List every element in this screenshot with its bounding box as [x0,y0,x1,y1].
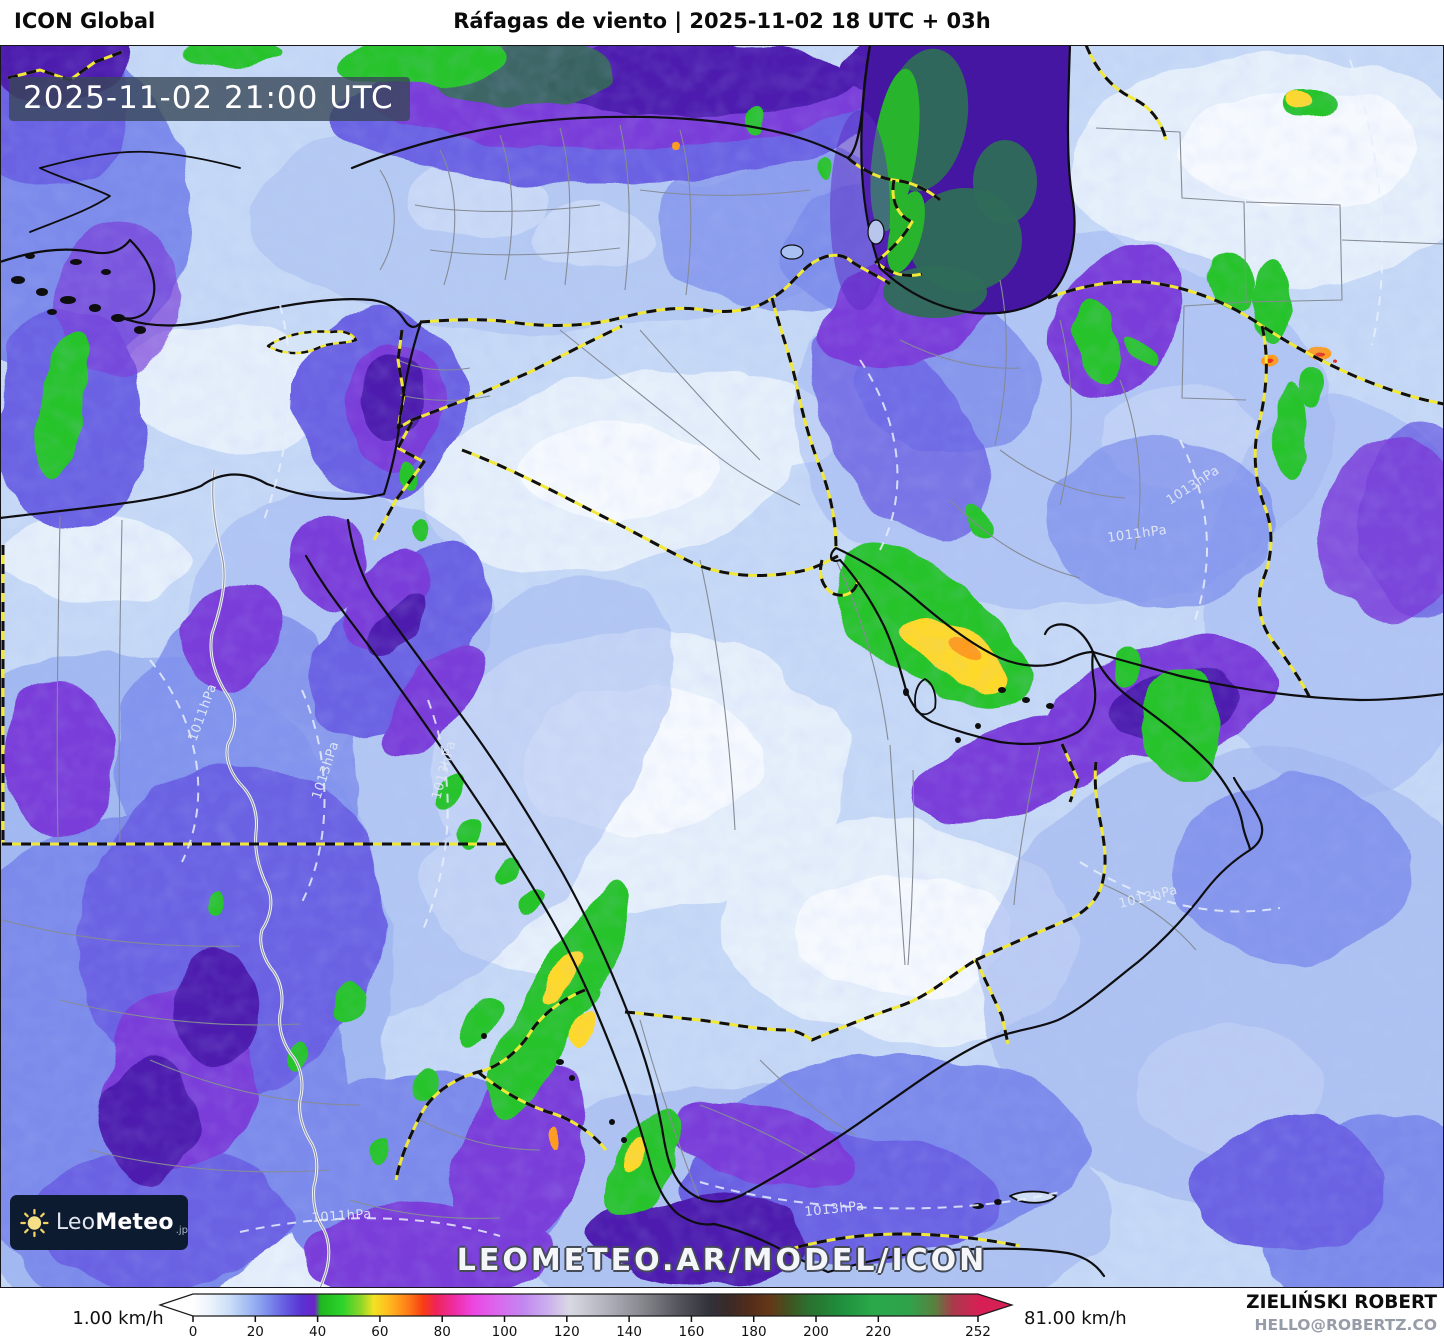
isobar-label: 1013hPa [804,1199,865,1220]
colorbar-tick-label: 160 [679,1324,705,1339]
leometeo-logo: LeoMeteo .jp [10,1195,188,1250]
colorbar-tick-label: 120 [554,1324,580,1339]
watermark: LEOMETEO.AR/MODEL/ICON [456,1243,988,1278]
isobar-label: 1011hPa [311,1207,372,1226]
colorbar-ticks: 0 20 40 60 80 100 120 140 160 180 200 220 252 [189,1316,991,1340]
colorbar-tick-label: 40 [309,1324,326,1339]
colorbar-tick-label: 200 [803,1324,829,1339]
nile-river [209,469,331,1288]
weather-map: 1011hPa 1013hPa 1013hPa 1011hPa 1013hPa … [0,45,1444,1288]
admin-borders [1,124,1444,1219]
colorbar-tick-label: 80 [434,1324,451,1339]
caspian-sea [830,45,1075,318]
colorbar-tick-label: 220 [865,1324,891,1339]
header-bar: ICON Global Ráfagas de viento | 2025-11-… [0,0,1444,45]
colorbar-tick-label: 140 [616,1324,642,1339]
sun-icon [20,1208,49,1237]
valid-time-badge: 2025-11-02 21:00 UTC [9,77,410,121]
credit-email: HELLO@ROBERTZ.CO [1255,1316,1437,1334]
colorbar-tick-label: 180 [741,1324,767,1339]
coastlines [0,45,1444,1278]
logo-wordmark: LeoMeteo [55,1210,174,1235]
colorbar-tick-label: 60 [371,1324,388,1339]
colorbar-tick-label: 0 [189,1324,198,1339]
logo-tld: .jp [175,1225,188,1236]
colorbar-tick-label: 20 [247,1324,264,1339]
page-title: Ráfagas de viento | 2025-11-02 18 UTC + … [453,9,991,33]
wind-gust-field: 1011hPa 1013hPa 1013hPa 1011hPa 1013hPa … [0,45,1444,1288]
isobars [149,59,1384,1237]
colorbar-max-label: 81.00 km/h [1024,1308,1127,1329]
colorbar-tick-label: 100 [492,1324,518,1339]
colorbar-tick-label: 252 [965,1324,991,1339]
footer-bar: 1.00 km/h 0 20 40 60 80 100 120 140 160 180 200 220… [0,1288,1444,1340]
model-label: ICON Global [14,9,156,33]
colorbar-min-label: 1.00 km/h [72,1308,163,1329]
credit-name: ZIELIŃSKI ROBERT [1246,1291,1437,1313]
colorbar: 1.00 km/h 0 20 40 60 80 100 120 140 160 180 200 220… [72,1291,1437,1340]
colorbar-gradient [158,1293,1014,1317]
